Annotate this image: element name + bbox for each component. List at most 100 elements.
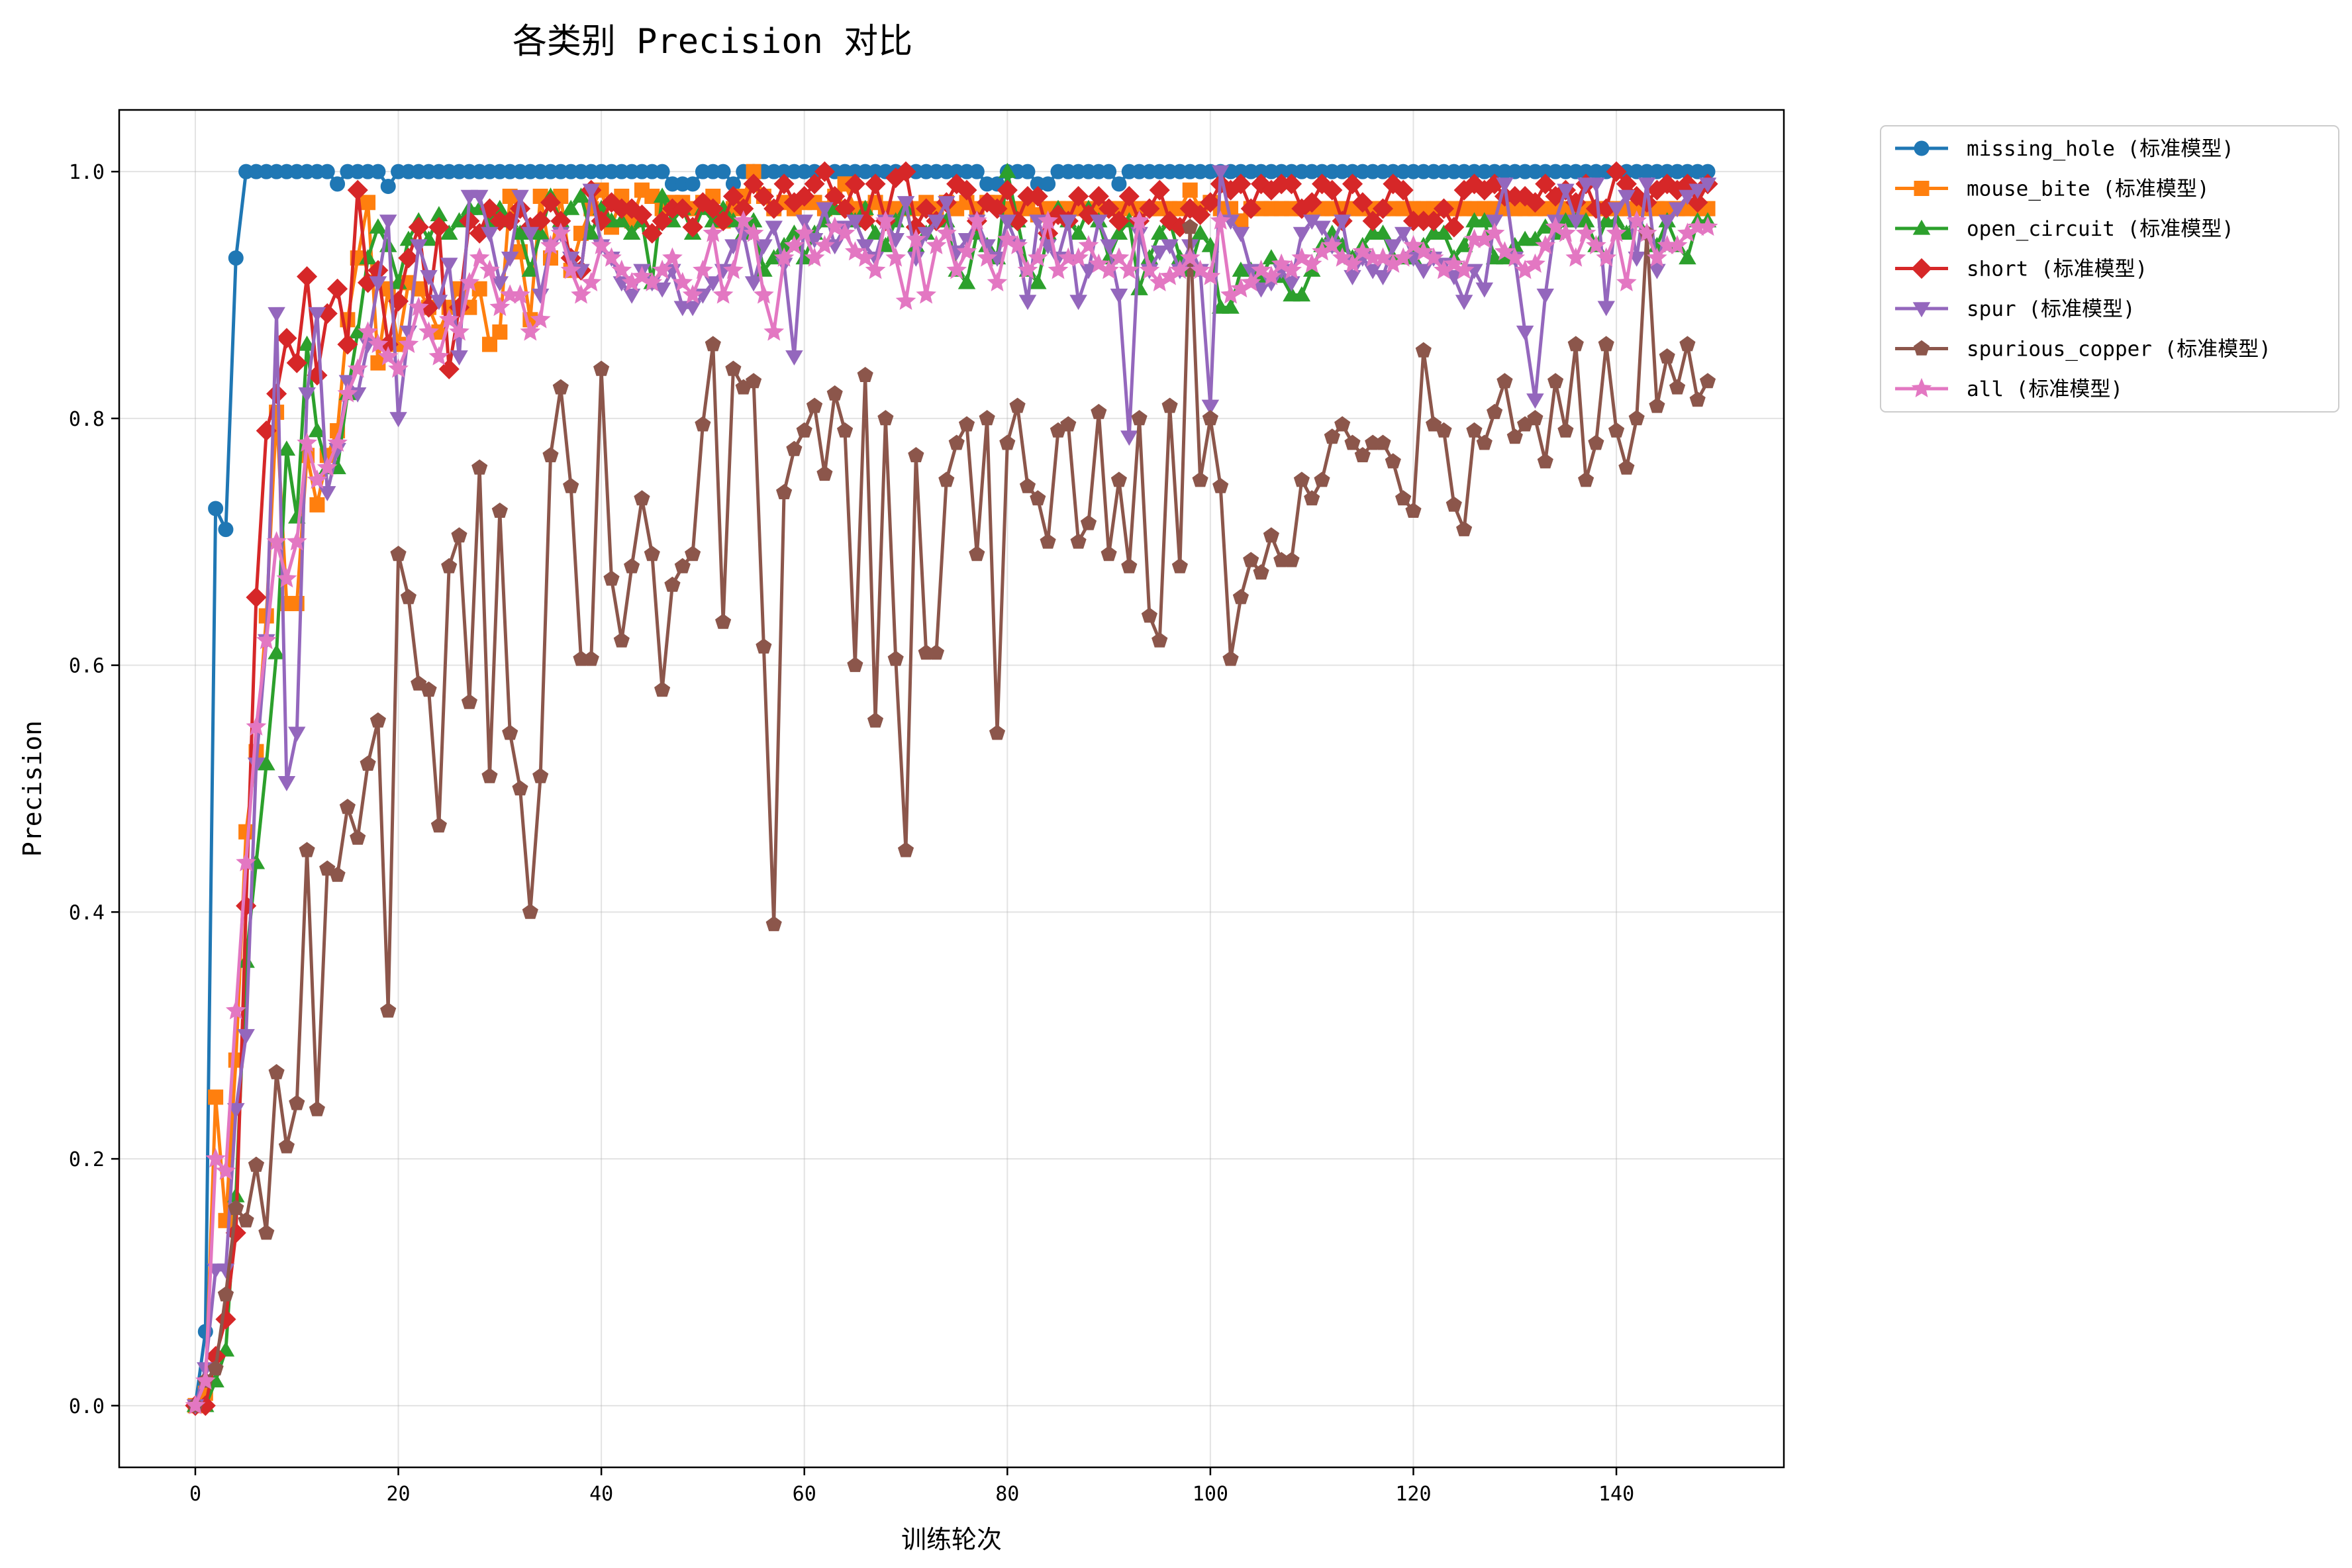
data-point [277, 776, 296, 792]
data-point [1110, 224, 1128, 240]
data-point [814, 161, 835, 182]
data-point [725, 360, 742, 376]
data-point [1169, 260, 1191, 279]
data-point [542, 447, 559, 463]
data-point [380, 1002, 397, 1018]
data-point [1375, 434, 1391, 450]
data-point [1101, 546, 1117, 562]
data-point [1027, 247, 1048, 267]
data-point [722, 185, 744, 207]
data-point [470, 189, 489, 205]
data-point [1182, 182, 1198, 198]
data-point [308, 307, 326, 322]
series-0 [187, 164, 1716, 1414]
data-point [297, 432, 317, 452]
data-point [208, 501, 224, 516]
legend-entry: all (标准模型) [1895, 377, 2123, 401]
data-point [299, 842, 315, 858]
data-point [1698, 177, 1717, 193]
data-point [834, 198, 856, 219]
data-point [237, 1029, 255, 1044]
legend-label: all (标准模型) [1967, 377, 2123, 401]
data-point [368, 333, 389, 354]
data-point [1547, 373, 1564, 389]
data-point [1079, 264, 1098, 279]
y-tick-label: 1.0 [69, 161, 105, 184]
data-point [1311, 173, 1333, 195]
data-point [987, 271, 1008, 291]
data-point [897, 196, 915, 212]
data-point [1121, 558, 1138, 573]
data-point [228, 1199, 244, 1215]
data-point [1232, 226, 1250, 242]
data-point [1088, 185, 1109, 207]
data-point [308, 422, 326, 438]
data-point [1607, 202, 1626, 218]
data-point [601, 247, 622, 267]
data-point [916, 284, 937, 304]
data-point [1283, 552, 1300, 567]
data-point [1324, 428, 1340, 444]
data-point [977, 247, 998, 267]
data-point [642, 271, 663, 291]
data-point [246, 716, 267, 736]
data-point [408, 296, 429, 317]
data-point [441, 558, 458, 573]
data-point [319, 164, 335, 179]
data-point [1393, 247, 1414, 267]
data-point [420, 681, 437, 697]
data-point [451, 527, 467, 543]
data-point [1405, 502, 1422, 518]
data-point [1423, 211, 1444, 232]
data-point [398, 333, 419, 354]
data-point [682, 217, 703, 238]
grid-lines [119, 110, 1784, 1467]
data-point [1557, 183, 1575, 199]
data-point [379, 215, 397, 230]
data-point [712, 284, 734, 304]
data-point [1567, 215, 1585, 230]
data-point [966, 210, 987, 230]
data-point [1059, 215, 1077, 230]
data-point [857, 366, 873, 382]
data-point [613, 632, 630, 648]
data-point [370, 164, 386, 179]
data-point [1262, 249, 1281, 265]
data-point [591, 234, 612, 255]
data-point [317, 457, 338, 477]
data-point [1466, 422, 1483, 438]
legend-marker [1911, 377, 1932, 398]
data-point [266, 531, 287, 551]
data-point [326, 278, 348, 299]
data-point [1393, 179, 1414, 201]
data-point [1212, 477, 1229, 493]
data-point [865, 173, 886, 195]
data-point [927, 215, 946, 230]
data-point [763, 321, 785, 341]
data-point [288, 726, 306, 742]
data-point [1304, 490, 1320, 506]
data-point [540, 192, 562, 213]
data-point [846, 215, 864, 230]
data-point [217, 1286, 234, 1302]
data-point [1210, 210, 1231, 230]
legend-label: short (标准模型) [1967, 258, 2147, 281]
data-point [1657, 173, 1678, 195]
data-point [521, 261, 540, 277]
data-point [471, 459, 488, 475]
data-point [459, 271, 480, 291]
data-point [1506, 428, 1523, 444]
data-point [1525, 253, 1545, 273]
data-point [428, 346, 450, 366]
data-point [1606, 222, 1627, 242]
data-point [540, 234, 561, 255]
data-point [1200, 192, 1221, 213]
data-point [1313, 220, 1331, 236]
data-point [652, 211, 673, 232]
data-point [1446, 496, 1462, 512]
data-point [877, 410, 894, 426]
data-point [785, 350, 803, 366]
data-point [682, 284, 703, 304]
data-point [309, 1101, 325, 1116]
data-point [400, 589, 416, 605]
